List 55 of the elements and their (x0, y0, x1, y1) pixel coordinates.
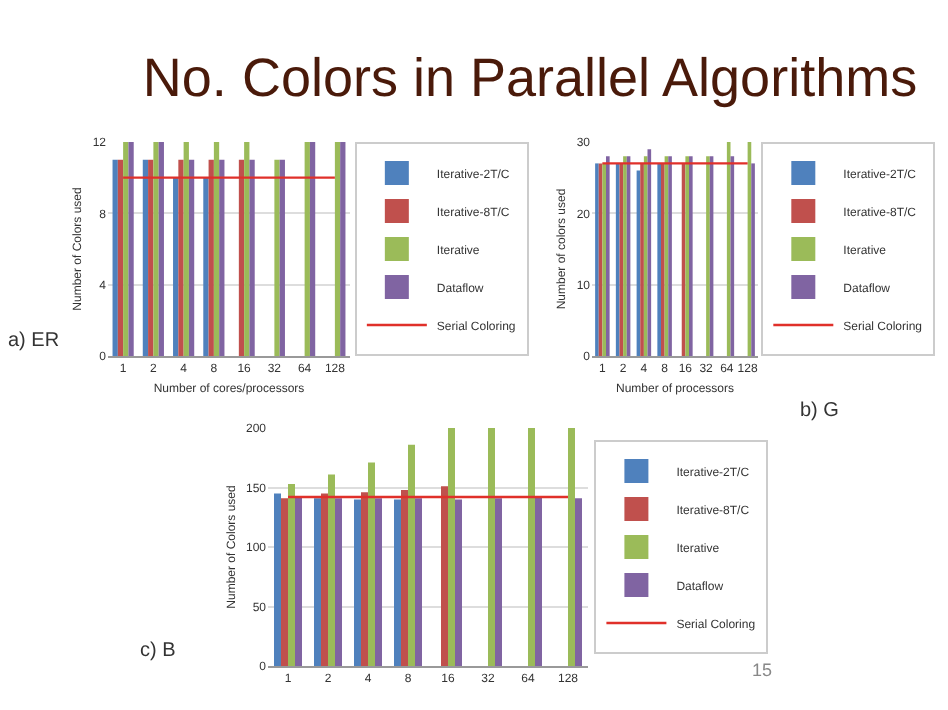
bar (375, 498, 382, 666)
text: b) G (800, 400, 839, 422)
bar (328, 474, 335, 666)
bar (448, 428, 455, 666)
bar (394, 499, 401, 666)
bar (335, 498, 342, 666)
bar (178, 159, 184, 356)
bar (575, 498, 582, 666)
bar (249, 159, 255, 356)
bar (238, 159, 245, 356)
bar (314, 498, 321, 666)
bar (123, 142, 129, 356)
bar (361, 492, 368, 666)
bar (309, 142, 316, 356)
text: a) ER (8, 330, 60, 352)
bar (455, 499, 462, 666)
bar (219, 159, 225, 356)
bar (535, 497, 542, 666)
text: c) B (140, 640, 176, 662)
bar (142, 159, 149, 356)
bar (295, 497, 302, 666)
bar (274, 493, 281, 666)
bar (408, 444, 415, 666)
bar (244, 142, 250, 356)
bar (340, 142, 346, 356)
bar (148, 159, 154, 356)
bar (321, 493, 328, 666)
bar (208, 159, 214, 356)
bar (112, 159, 118, 356)
bar (528, 428, 535, 666)
bar (128, 142, 134, 356)
bar (354, 499, 361, 666)
bar (188, 159, 195, 356)
bar (488, 428, 495, 666)
bar (288, 483, 295, 666)
bar (334, 142, 341, 356)
bar (495, 498, 502, 666)
text: No. Colors in Parallel Algorithms (140, 48, 920, 110)
bar (173, 177, 179, 356)
bar (368, 462, 375, 666)
bar (304, 142, 310, 356)
bar (117, 159, 124, 356)
bar (274, 159, 280, 356)
bar (213, 142, 220, 356)
bar (441, 486, 448, 666)
bar (203, 177, 209, 356)
bar (158, 142, 164, 356)
bar (415, 498, 422, 666)
bar (279, 159, 285, 356)
text: 15 (752, 660, 773, 680)
bar (568, 428, 575, 666)
bar (153, 142, 159, 356)
bar (401, 489, 408, 666)
bar (281, 498, 288, 666)
bar (183, 142, 189, 356)
